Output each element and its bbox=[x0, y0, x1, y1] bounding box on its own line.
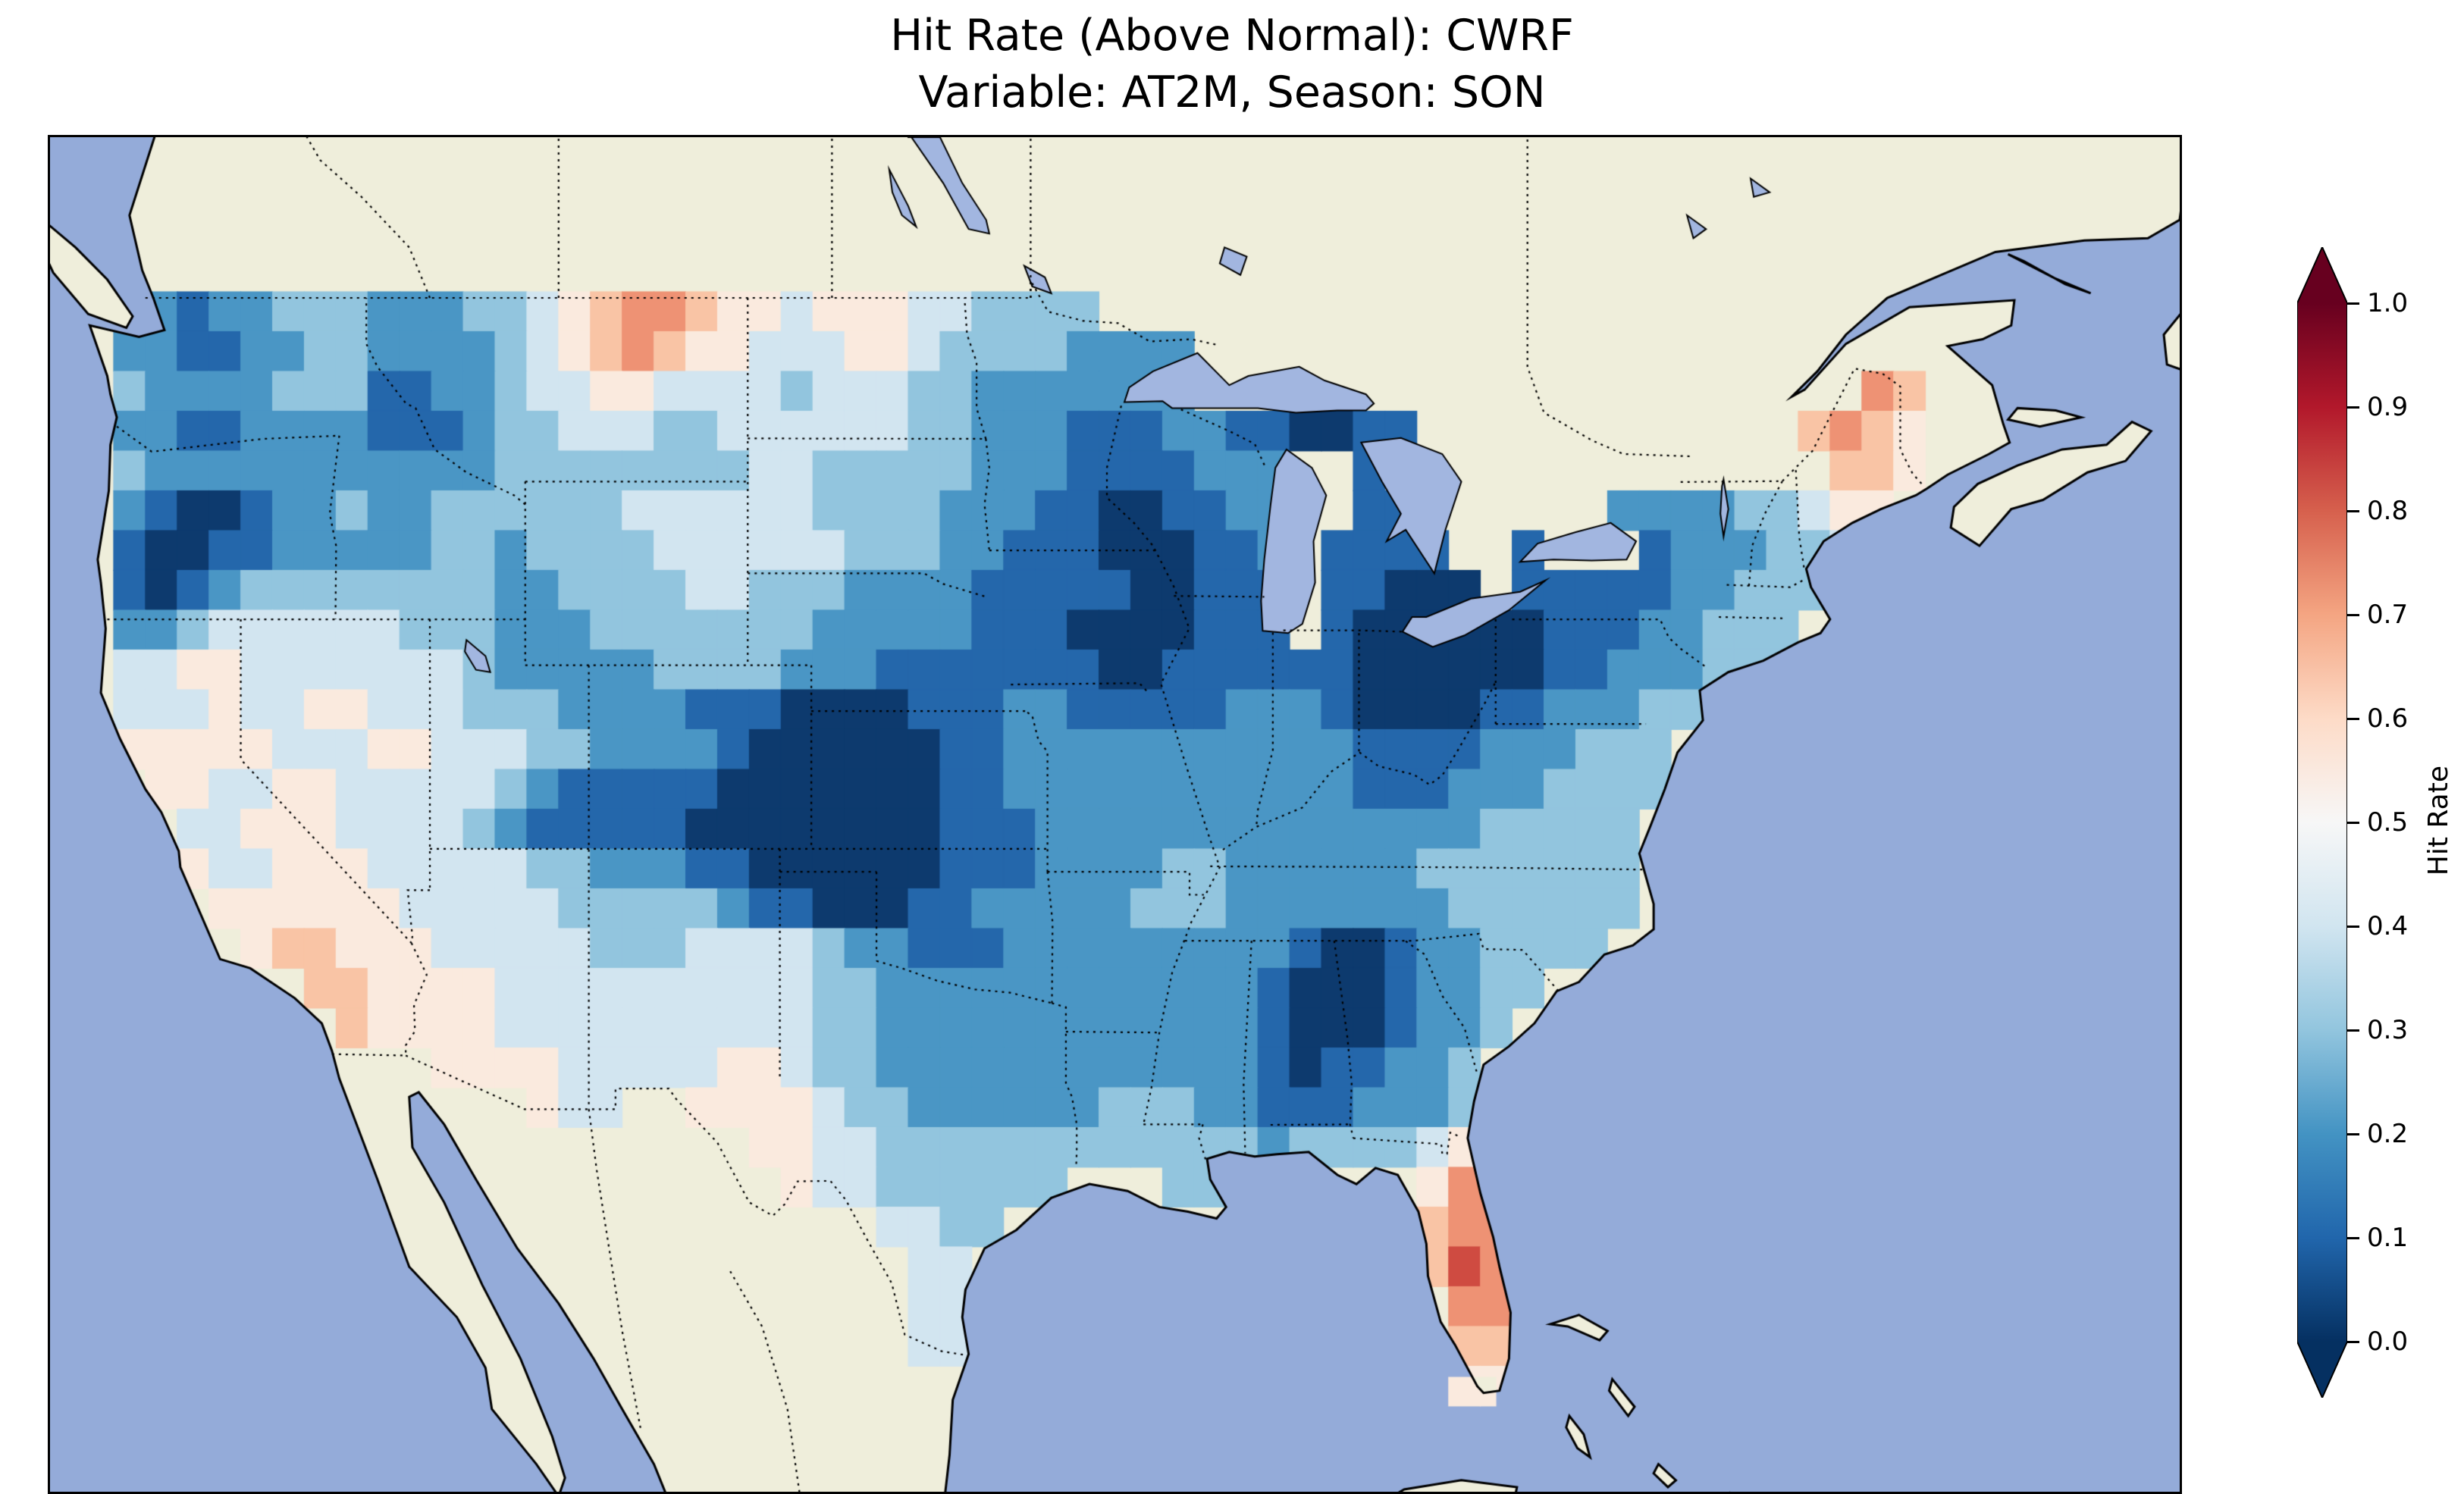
us-map-canvas bbox=[50, 137, 2180, 1492]
colorbar-tick bbox=[2347, 509, 2359, 512]
colorbar bbox=[2297, 247, 2347, 1398]
chart-title-block: Hit Rate (Above Normal): CWRF Variable: … bbox=[0, 8, 2464, 121]
chart-subtitle: Variable: AT2M, Season: SON bbox=[918, 67, 1546, 118]
colorbar-tick bbox=[2347, 613, 2359, 616]
colorbar-tick bbox=[2347, 1029, 2359, 1032]
colorbar-gradient bbox=[2297, 247, 2347, 1398]
colorbar-tick-label: 0.9 bbox=[2367, 392, 2409, 422]
colorbar-tick-label: 0.1 bbox=[2367, 1223, 2409, 1253]
colorbar-tick bbox=[2347, 821, 2359, 824]
colorbar-ticks: 0.0 0.1 0.2 0.3 0.4 0.5 0.6 0.7 0.8 0.9 1.0 bbox=[2347, 0, 2464, 1494]
colorbar-tick-label: 0.4 bbox=[2367, 911, 2409, 941]
colorbar-axis-label: Hit Rate bbox=[2423, 766, 2454, 876]
colorbar-tick-label: 0.6 bbox=[2367, 703, 2409, 734]
map-plot-area bbox=[48, 135, 2182, 1494]
colorbar-tick bbox=[2347, 1132, 2359, 1135]
colorbar-tick bbox=[2347, 1236, 2359, 1239]
colorbar-tick-label: 0.2 bbox=[2367, 1119, 2409, 1149]
colorbar-tick bbox=[2347, 717, 2359, 720]
colorbar-tick bbox=[2347, 1340, 2359, 1343]
chart-title: Hit Rate (Above Normal): CWRF bbox=[890, 11, 1574, 61]
colorbar-tick-label: 0.8 bbox=[2367, 496, 2409, 526]
colorbar-tick bbox=[2347, 406, 2359, 409]
colorbar-tick bbox=[2347, 302, 2359, 305]
colorbar-tick bbox=[2347, 925, 2359, 928]
colorbar-tick-label: 0.0 bbox=[2367, 1326, 2409, 1357]
colorbar-tick-label: 0.7 bbox=[2367, 600, 2409, 630]
colorbar-tick-label: 0.3 bbox=[2367, 1015, 2409, 1045]
colorbar-tick-label: 0.5 bbox=[2367, 807, 2409, 838]
colorbar-tick-label: 1.0 bbox=[2367, 288, 2409, 318]
